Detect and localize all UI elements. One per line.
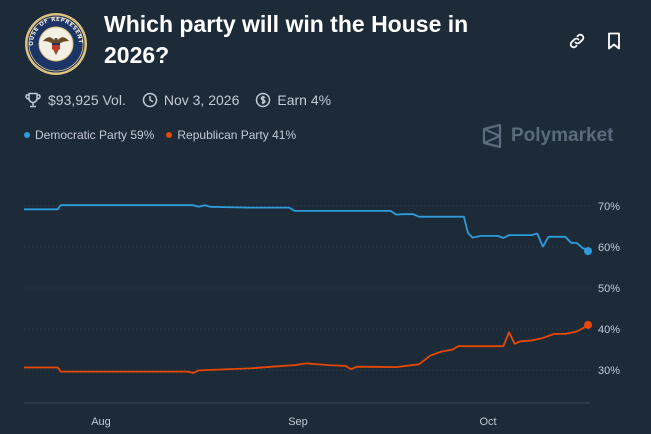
y-tick-label: 30% <box>598 365 620 377</box>
legend-label-republican: Republican Party 41% <box>177 128 297 142</box>
earn-coin-icon <box>256 92 271 108</box>
polymarket-logo-icon <box>482 124 502 148</box>
y-axis-labels: 70% 60% 50% 40% 30% <box>598 201 620 377</box>
series-line-republican-party <box>24 324 589 374</box>
earn-stat[interactable]: Earn 4% <box>255 92 331 108</box>
grid <box>24 205 590 404</box>
y-tick-label: 70% <box>598 201 620 213</box>
series-layer <box>24 204 592 374</box>
y-tick-label: 50% <box>598 283 620 295</box>
x-tick-label: Aug <box>91 416 111 428</box>
bookmark-icon[interactable] <box>603 30 625 52</box>
legend-item-republican: Republican Party 41% <box>166 128 296 142</box>
x-axis-labels: Aug Sep Oct <box>91 416 496 428</box>
market-title: Which party will win the House in 2026? <box>104 11 469 68</box>
series-endpoint-democratic-party[interactable] <box>584 247 592 256</box>
chart-legend: Democratic Party 59% Republican Party 41… <box>24 128 308 142</box>
earn-text: Earn 4% <box>277 92 332 108</box>
price-chart: 70% 60% 50% 40% 30% Aug Sep Oct <box>24 201 620 428</box>
series-line-democratic-party <box>24 204 589 252</box>
y-tick-label: 60% <box>598 242 620 254</box>
y-tick-label: 40% <box>598 324 620 336</box>
link-icon[interactable] <box>566 30 588 52</box>
volume-text: $93,925 Vol. <box>48 92 126 108</box>
market-meta: $93,925 Vol. Nov 3, 2026 Earn 4% <box>24 90 347 110</box>
polymarket-brand: Polymarket <box>481 124 613 148</box>
legend-label-democratic: Democratic Party 59% <box>35 128 155 142</box>
series-endpoint-republican-party[interactable] <box>584 320 592 329</box>
trophy-icon <box>25 92 41 108</box>
end-date-text: Nov 3, 2026 <box>163 92 240 108</box>
clock-icon <box>142 92 158 108</box>
end-date-stat: Nov 3, 2026 <box>142 92 240 108</box>
x-tick-label: Oct <box>479 416 496 428</box>
brand-text: Polymarket <box>511 125 614 146</box>
legend-item-democratic: Democratic Party 59% <box>24 128 154 142</box>
legend-dot-democratic <box>24 132 30 138</box>
x-tick-label: Sep <box>288 416 308 428</box>
legend-dot-republican <box>166 132 173 138</box>
house-seal-icon: U.S. HOUSE OF REPRESENTATIVES <box>24 12 87 75</box>
volume-stat: $93,925 Vol. <box>24 91 126 109</box>
